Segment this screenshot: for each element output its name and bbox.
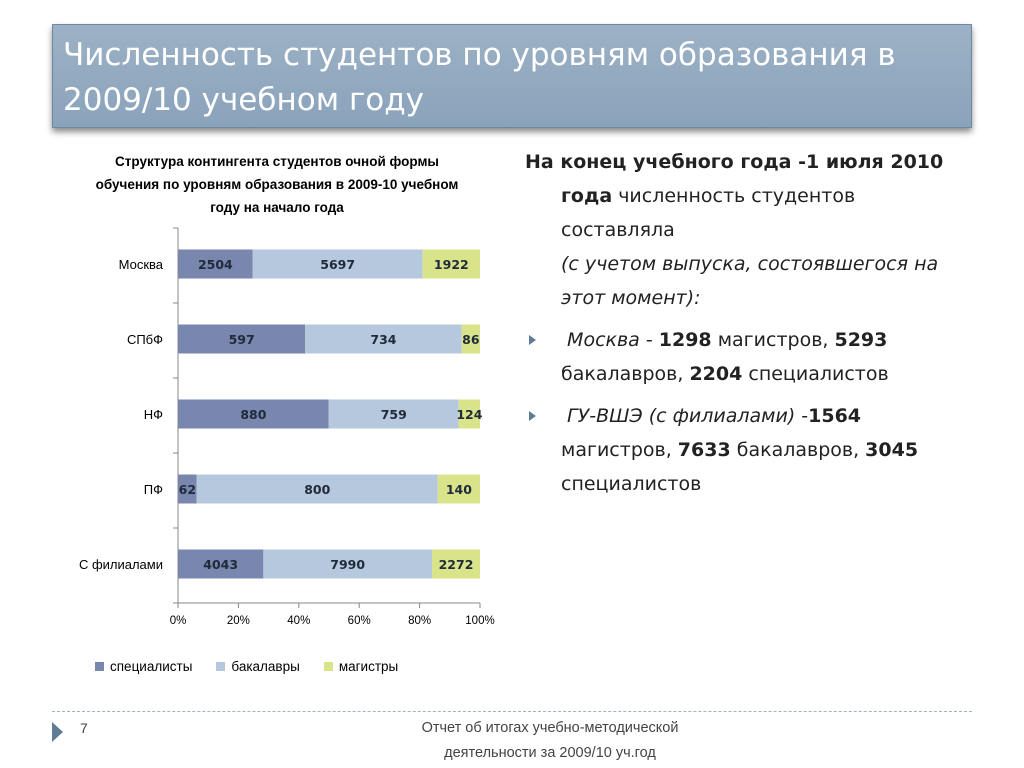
bar-value-label: 86 (462, 332, 480, 347)
summary-paragraph: На конец учебного года -1 июля 2010 года… (525, 145, 965, 315)
bar-segment (328, 399, 459, 429)
bar-segment (178, 324, 306, 354)
bar-value-label: 2504 (198, 257, 233, 272)
bullet-text: магистров, (711, 329, 835, 351)
chart-legend: специалисты бакалавры магистры (95, 655, 485, 677)
bar-value-label: 7990 (330, 557, 365, 572)
title-banner: Численность студентов по уровням образов… (52, 24, 972, 128)
bullet-label: Москва (567, 329, 640, 351)
bar-segment (178, 399, 329, 429)
legend-swatch (323, 661, 333, 671)
bar-segment (305, 324, 462, 354)
bar-segment (178, 549, 264, 579)
page-number: 7 (80, 720, 88, 736)
footer-arrow-icon (52, 722, 63, 742)
bar-value-label: 800 (304, 482, 330, 497)
specialists-count: 3045 (865, 439, 919, 461)
bachelors-count: 7633 (677, 439, 731, 461)
bar-segment (422, 249, 480, 279)
bullet-text: бакалавров, (730, 439, 866, 461)
bar-segment (437, 474, 480, 504)
bullet-text: специалистов (742, 363, 889, 385)
bar-value-label: 880 (240, 407, 266, 422)
x-tick-label: 100% (465, 615, 494, 627)
legend-item-specialists: специалисты (95, 655, 192, 677)
bullet-text: бакалавров, (561, 363, 690, 385)
bar-value-label: 62 (179, 482, 196, 497)
bar-segment (252, 249, 423, 279)
bar-segment (196, 474, 438, 504)
bullet-arrow-icon (529, 335, 536, 345)
footer-divider (52, 711, 972, 712)
bar-segment (458, 399, 480, 429)
summary-note: (с учетом выпуска, состоявшегося на этот… (561, 253, 939, 309)
summary-text: На конец учебного года -1 июля 2010 года… (525, 145, 965, 501)
category-label: СПбФ (127, 332, 163, 347)
x-tick-label: 60% (348, 615, 371, 627)
bullet-label: ГУ-ВШЭ (с филиалами) (567, 405, 796, 427)
x-tick-label: 20% (227, 615, 250, 627)
footer-line-2: деятельности за 2009/10 уч.год (444, 745, 656, 761)
bar-value-label: 140 (446, 482, 472, 497)
bar-segment (461, 324, 480, 354)
bar-segment (432, 549, 480, 579)
legend-label: специалисты (110, 658, 193, 674)
bullet-arrow-icon (529, 411, 536, 421)
bullet-hse-total: ГУ-ВШЭ (с филиалами) -1564 магистров, 76… (525, 399, 965, 501)
category-label: ПФ (144, 482, 163, 497)
legend-swatch (95, 661, 104, 671)
chart-title: Структура контингента студентов очной фо… (95, 154, 459, 215)
bar-value-label: 5697 (320, 257, 355, 272)
masters-count: 1298 (658, 329, 712, 351)
bar-value-label: 2272 (439, 557, 474, 572)
category-label: НФ (144, 407, 163, 422)
x-tick-label: 0% (170, 615, 187, 627)
bar-segment (178, 249, 253, 279)
footer-line-1: Отчет об итогах учебно-методической (421, 720, 679, 736)
x-tick-label: 80% (408, 615, 431, 627)
bar-value-label: 1922 (434, 257, 469, 272)
footer-caption: Отчет об итогах учебно-методической деят… (370, 716, 730, 766)
bullet-moscow: Москва - 1298 магистров, 5293 бакалавров… (525, 323, 965, 391)
bullet-text: специалистов (561, 473, 702, 495)
masters-count: 1564 (808, 405, 862, 427)
bar-value-label: 759 (381, 407, 407, 422)
bullet-text: - (795, 405, 809, 427)
slide-title: Численность студентов по уровням образов… (63, 37, 896, 118)
summary-text-body: численность студентов составляла (561, 185, 856, 241)
legend-item-masters: магистры (323, 655, 399, 677)
bar-value-label: 124 (456, 407, 482, 422)
specialists-count: 2204 (689, 363, 743, 385)
bachelors-count: 5293 (834, 329, 888, 351)
bar-value-label: 734 (370, 332, 396, 347)
bullet-text: - (639, 329, 659, 351)
bar-value-label: 597 (229, 332, 255, 347)
legend-label: бакалавры (231, 658, 300, 674)
legend-item-bachelors: бакалавры (216, 655, 300, 677)
bar-segment (263, 549, 433, 579)
legend-swatch (216, 661, 226, 671)
legend-label: магистры (338, 658, 399, 674)
bullet-text: магистров, (561, 439, 678, 461)
bar-segment (178, 474, 197, 504)
category-label: Москва (119, 257, 164, 272)
x-tick-label: 40% (287, 615, 310, 627)
bar-value-label: 4043 (203, 557, 238, 572)
category-label: С филиалами (79, 557, 163, 572)
summary-date: На конец учебного года -1 июля 2010 года (525, 151, 944, 207)
